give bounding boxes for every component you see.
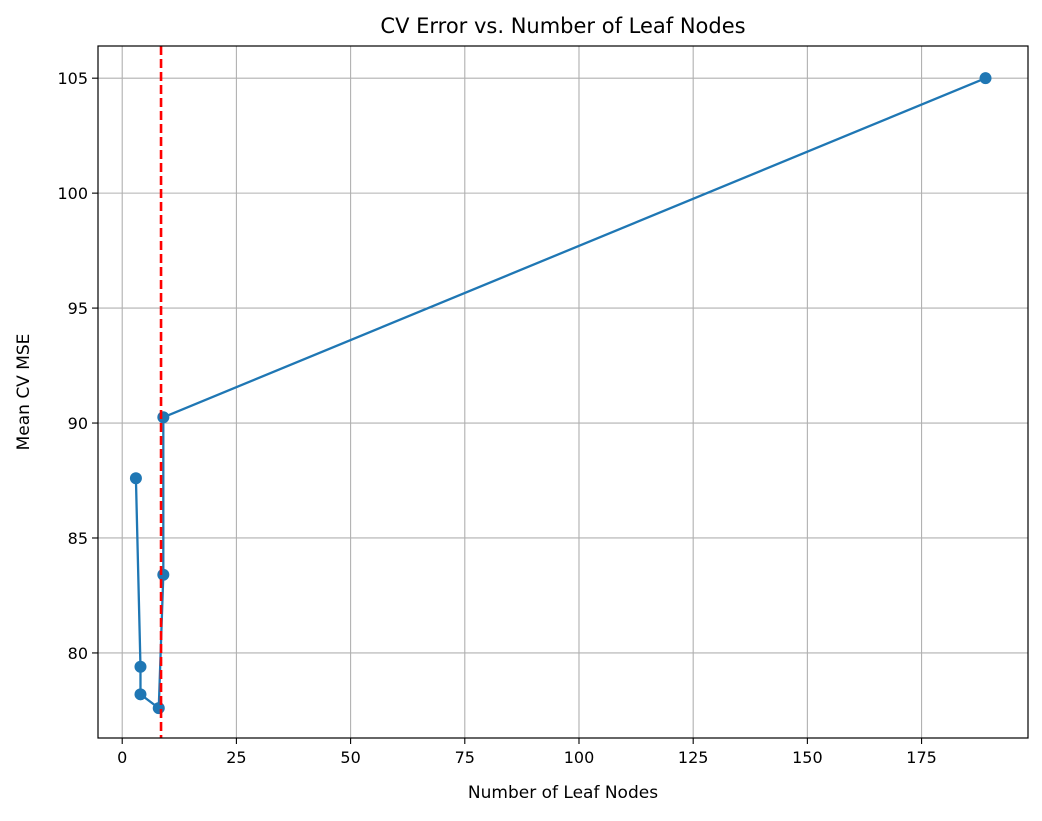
x-tick-label: 150 [792, 748, 823, 767]
y-axis-label: Mean CV MSE [14, 334, 34, 451]
y-tick-label: 100 [57, 184, 88, 203]
x-tick-label: 0 [117, 748, 127, 767]
chart-title: CV Error vs. Number of Leaf Nodes [380, 14, 745, 38]
series [129, 72, 992, 715]
y-tick-label: 105 [57, 69, 88, 88]
y-tick-label: 85 [68, 529, 88, 548]
data-point [157, 568, 170, 581]
data-point [152, 702, 165, 715]
x-tick-label: 50 [340, 748, 360, 767]
y-tick-label: 90 [68, 414, 88, 433]
axis-ticks: 0 25 50 75 100 125 150 175 80 85 90 95 100 105 [57, 69, 936, 767]
x-tick-label: 175 [906, 748, 937, 767]
plot-frame [97, 45, 1029, 739]
x-tick-label: 25 [226, 748, 246, 767]
data-point [134, 688, 147, 701]
data-point [129, 472, 142, 485]
data-point [134, 660, 147, 673]
x-tick-label: 125 [678, 748, 709, 767]
grid [98, 46, 1028, 738]
x-axis-label: Number of Leaf Nodes [468, 783, 658, 803]
y-tick-label: 95 [68, 299, 88, 318]
data-point [979, 72, 992, 85]
data-point [157, 411, 170, 424]
x-tick-label: 75 [455, 748, 475, 767]
y-tick-label: 80 [68, 644, 88, 663]
x-tick-label: 100 [564, 748, 595, 767]
